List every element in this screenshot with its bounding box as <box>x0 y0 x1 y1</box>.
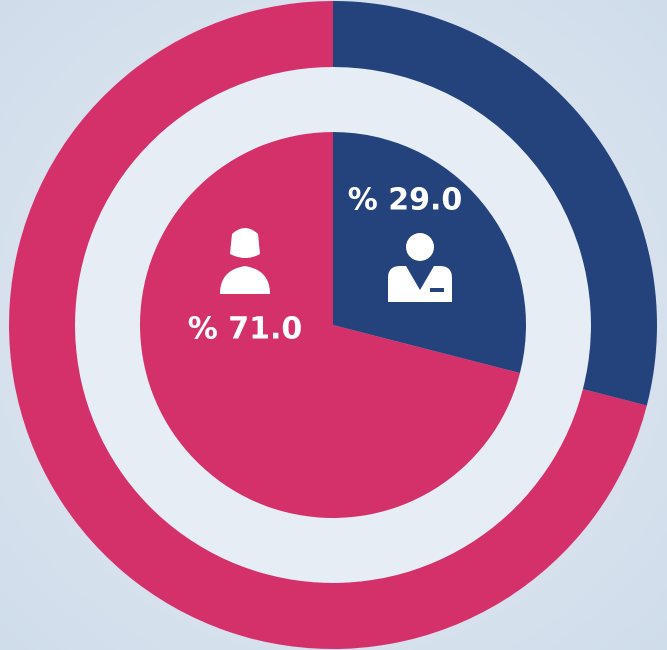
female-icon <box>220 228 270 294</box>
value-label: % 29.0 <box>348 183 463 218</box>
pie-slice <box>139 132 520 518</box>
ring-slice <box>333 1 657 406</box>
male-icon <box>388 233 452 302</box>
value-label: % 71.0 <box>188 312 303 347</box>
